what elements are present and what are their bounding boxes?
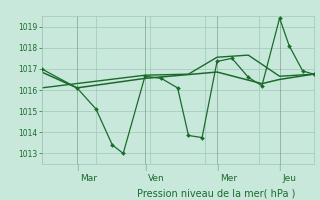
Text: Mar: Mar xyxy=(80,174,97,183)
Text: |: | xyxy=(76,164,78,171)
Text: Jeu: Jeu xyxy=(282,174,296,183)
Text: |: | xyxy=(144,164,146,171)
Text: Ven: Ven xyxy=(148,174,164,183)
Text: Pression niveau de la mer( hPa ): Pression niveau de la mer( hPa ) xyxy=(137,188,295,198)
Text: |: | xyxy=(278,164,281,171)
Text: Mer: Mer xyxy=(220,174,237,183)
Text: |: | xyxy=(216,164,218,171)
